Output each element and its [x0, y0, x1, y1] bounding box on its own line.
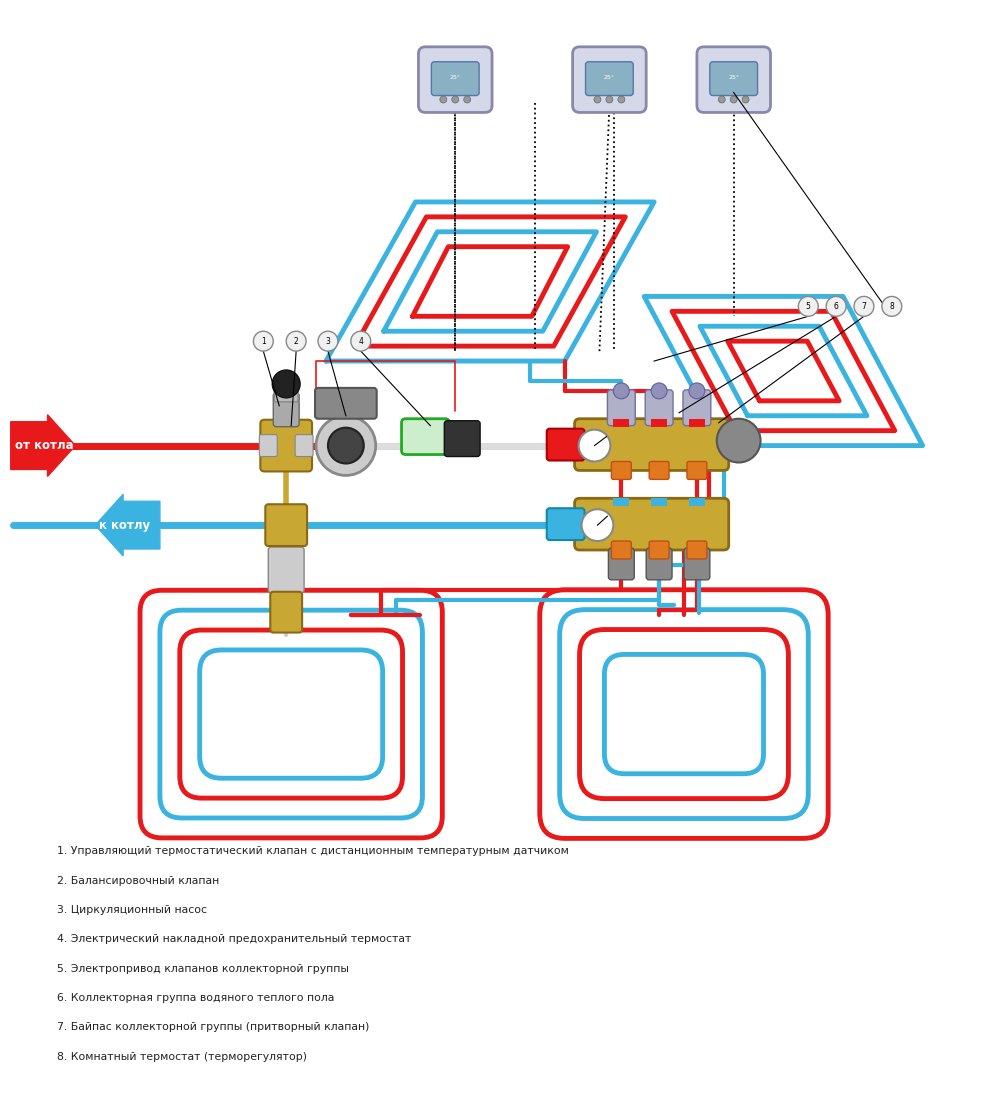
Text: 7: 7 [862, 301, 866, 311]
FancyBboxPatch shape [265, 504, 307, 546]
Bar [651, 419, 667, 427]
FancyBboxPatch shape [645, 389, 673, 426]
Text: 8: 8 [889, 301, 894, 311]
FancyBboxPatch shape [649, 541, 669, 559]
FancyBboxPatch shape [274, 379, 298, 401]
Text: 2: 2 [294, 337, 299, 345]
Circle shape [606, 96, 613, 103]
FancyArrow shape [95, 494, 160, 556]
FancyBboxPatch shape [683, 389, 711, 426]
FancyBboxPatch shape [687, 541, 707, 559]
FancyBboxPatch shape [573, 47, 646, 112]
Circle shape [440, 96, 447, 103]
FancyBboxPatch shape [268, 547, 304, 593]
Circle shape [854, 296, 874, 317]
Bar [689, 498, 705, 506]
Circle shape [882, 296, 902, 317]
Text: от котла: от котла [15, 439, 74, 452]
Text: 2. Балансировочный клапан: 2. Балансировочный клапан [57, 876, 220, 886]
Text: 25°: 25° [450, 75, 461, 80]
FancyBboxPatch shape [547, 508, 585, 540]
Text: 1. Управляющий термостатический клапан с дистанционным температурным датчиком: 1. Управляющий термостатический клапан с… [57, 846, 569, 856]
Circle shape [742, 96, 749, 103]
Circle shape [594, 96, 601, 103]
FancyBboxPatch shape [418, 47, 492, 112]
FancyBboxPatch shape [611, 462, 631, 480]
FancyBboxPatch shape [697, 47, 770, 112]
Circle shape [582, 509, 613, 541]
FancyBboxPatch shape [547, 429, 585, 461]
Circle shape [286, 331, 306, 351]
FancyBboxPatch shape [608, 548, 634, 580]
Circle shape [826, 296, 846, 317]
Circle shape [618, 96, 625, 103]
Text: 5. Электропривод клапанов коллекторной группы: 5. Электропривод клапанов коллекторной г… [57, 964, 349, 974]
Circle shape [351, 331, 371, 351]
FancyBboxPatch shape [402, 419, 449, 454]
Circle shape [579, 430, 610, 462]
FancyBboxPatch shape [270, 592, 302, 632]
FancyBboxPatch shape [687, 462, 707, 480]
Text: 8. Комнатный термостат (терморегулятор): 8. Комнатный термостат (терморегулятор) [57, 1052, 307, 1062]
FancyBboxPatch shape [649, 462, 669, 480]
Text: 4. Электрический накладной предохранительный термостат: 4. Электрический накладной предохранител… [57, 934, 412, 945]
Circle shape [613, 383, 629, 399]
Text: 6. Коллекторная группа водяного теплого пола: 6. Коллекторная группа водяного теплого … [57, 993, 335, 1003]
Text: 25°: 25° [728, 75, 739, 80]
FancyBboxPatch shape [259, 434, 277, 456]
Circle shape [718, 96, 725, 103]
FancyBboxPatch shape [575, 498, 729, 550]
FancyBboxPatch shape [295, 434, 313, 456]
Circle shape [730, 96, 737, 103]
Circle shape [253, 331, 273, 351]
FancyBboxPatch shape [260, 420, 312, 472]
Circle shape [651, 383, 667, 399]
Text: к котлу: к котлу [99, 518, 150, 531]
FancyBboxPatch shape [607, 389, 635, 426]
Text: 25°: 25° [604, 75, 615, 80]
Text: 3: 3 [326, 337, 330, 345]
Circle shape [272, 370, 300, 398]
Circle shape [464, 96, 471, 103]
FancyBboxPatch shape [315, 388, 377, 419]
Circle shape [798, 296, 818, 317]
Bar [613, 419, 629, 427]
Circle shape [318, 331, 338, 351]
Circle shape [452, 96, 459, 103]
FancyBboxPatch shape [431, 62, 479, 96]
FancyBboxPatch shape [611, 541, 631, 559]
FancyBboxPatch shape [684, 548, 710, 580]
FancyBboxPatch shape [575, 419, 729, 471]
FancyArrow shape [11, 415, 75, 476]
FancyBboxPatch shape [273, 393, 299, 427]
FancyBboxPatch shape [710, 62, 758, 96]
FancyBboxPatch shape [646, 548, 672, 580]
Text: 7. Байпас коллекторной группы (притворный клапан): 7. Байпас коллекторной группы (притворны… [57, 1022, 370, 1033]
Bar [651, 498, 667, 506]
Text: 1: 1 [261, 337, 266, 345]
Text: 3. Циркуляционный насос: 3. Циркуляционный насос [57, 905, 207, 915]
Circle shape [316, 416, 376, 475]
Circle shape [328, 428, 364, 463]
Bar [613, 498, 629, 506]
FancyBboxPatch shape [444, 420, 480, 456]
Circle shape [689, 383, 705, 399]
Text: 5: 5 [806, 301, 811, 311]
Bar [689, 419, 705, 427]
Text: 4: 4 [358, 337, 363, 345]
FancyBboxPatch shape [586, 62, 633, 96]
Circle shape [717, 419, 761, 462]
Text: 6: 6 [834, 301, 839, 311]
